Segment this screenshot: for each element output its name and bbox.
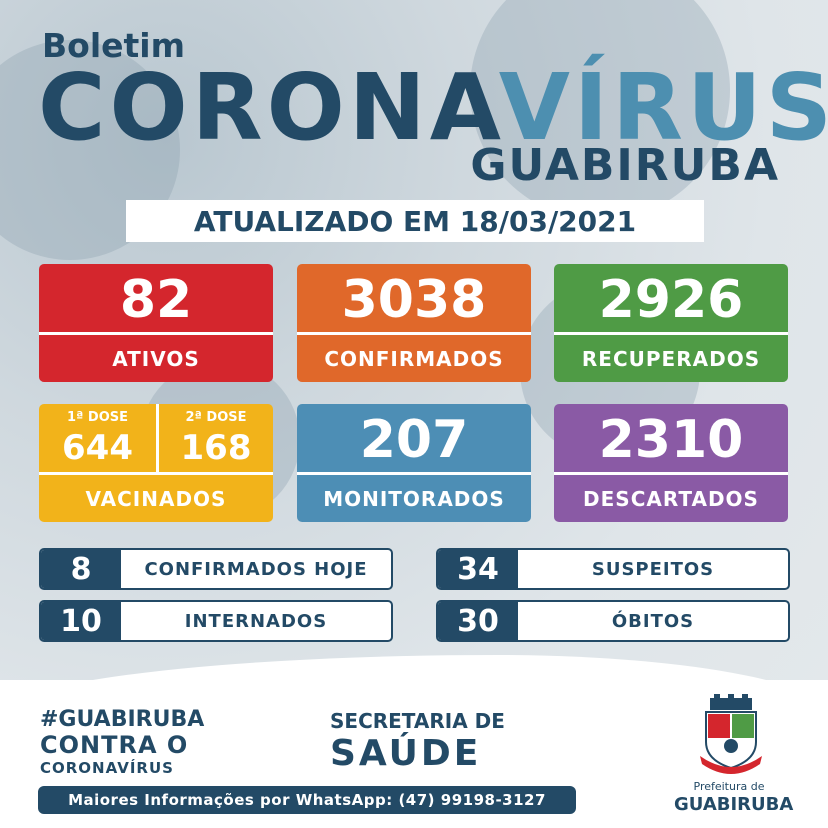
saude-text: SAÚDE: [330, 733, 482, 774]
dose1-value: 644: [62, 428, 133, 468]
row-obitos: 30 ÓBITOS: [436, 600, 790, 642]
obitos-label: ÓBITOS: [611, 610, 695, 632]
card-descartados: 2310 DESCARTADOS: [554, 404, 788, 522]
card-divider: [39, 332, 273, 335]
monitorados-value: 207: [359, 410, 469, 470]
confirmados-hoje-value: 8: [41, 550, 121, 588]
dose2-block: 2ª DOSE 168: [156, 404, 273, 472]
card-divider: [39, 472, 273, 475]
ativos-label: ATIVOS: [112, 347, 200, 371]
contra-text: CONTRA O: [40, 731, 189, 759]
confirmados-label: CONFIRMADOS: [324, 347, 504, 371]
title-virus: VÍRUS: [498, 54, 828, 161]
dose2-label: 2ª DOSE: [185, 410, 247, 425]
confirmados-hoje-label: CONFIRMADOS HOJE: [144, 558, 368, 580]
prefeitura-city-text: GUABIRUBA: [674, 794, 794, 815]
vacinados-label: VACINADOS: [85, 487, 227, 511]
card-monitorados: 207 MONITORADOS: [297, 404, 531, 522]
row-internados: 10 INTERNADOS: [39, 600, 393, 642]
row-suspeitos: 34 SUSPEITOS: [436, 548, 790, 590]
recuperados-value: 2926: [598, 270, 744, 330]
coronavirus-text: CORONAVÍRUS: [40, 759, 174, 777]
card-divider: [297, 332, 531, 335]
card-confirmados: 3038 CONFIRMADOS: [297, 264, 531, 382]
secretaria-text: SECRETARIA DE: [330, 709, 505, 733]
ativos-value: 82: [119, 270, 193, 330]
hashtag-text: #GUABIRUBA: [40, 707, 205, 732]
card-divider: [554, 332, 788, 335]
internados-value: 10: [41, 602, 121, 640]
card-ativos: 82 ATIVOS: [39, 264, 273, 382]
main-title: CORONAVÍRUS: [38, 62, 828, 154]
row-confirmados-hoje: 8 CONFIRMADOS HOJE: [39, 548, 393, 590]
title-corona: CORONA: [38, 54, 499, 161]
dose2-value: 168: [180, 428, 252, 468]
internados-label: INTERNADOS: [184, 610, 328, 632]
confirmados-value: 3038: [341, 270, 487, 330]
prefeitura-de-text: Prefeitura de: [693, 780, 765, 793]
dose1-label: 1ª DOSE: [67, 410, 128, 425]
descartados-label: DESCARTADOS: [583, 487, 759, 511]
city-title: GUABIRUBA: [470, 140, 780, 191]
descartados-value: 2310: [598, 410, 744, 470]
card-divider: [554, 472, 788, 475]
card-divider: [297, 472, 531, 475]
obitos-value: 30: [438, 602, 518, 640]
city-crest-icon: [700, 694, 762, 774]
monitorados-label: MONITORADOS: [323, 487, 505, 511]
updated-date: ATUALIZADO EM 18/03/2021: [126, 200, 704, 242]
boletim-label: Boletim: [42, 26, 185, 65]
dose1-block: 1ª DOSE 644: [39, 404, 156, 472]
recuperados-label: RECUPERADOS: [581, 347, 761, 371]
suspeitos-value: 34: [438, 550, 518, 588]
suspeitos-label: SUSPEITOS: [591, 558, 715, 580]
card-vacinados: 1ª DOSE 644 2ª DOSE 168 VACINADOS: [39, 404, 273, 522]
card-recuperados: 2926 RECUPERADOS: [554, 264, 788, 382]
whatsapp-info: Maiores Informações por WhatsApp: (47) 9…: [38, 786, 576, 814]
